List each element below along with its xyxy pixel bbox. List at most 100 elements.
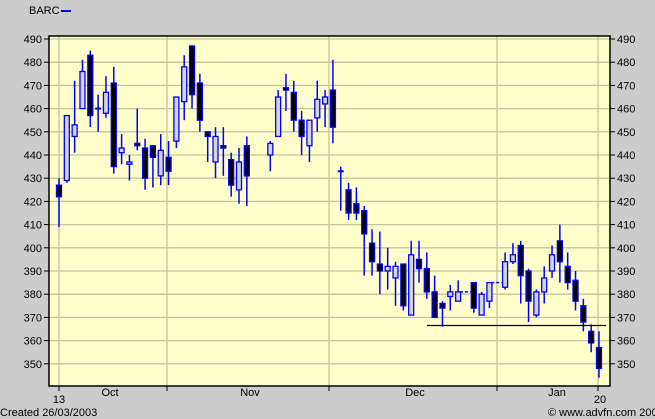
candle-body — [376, 263, 384, 272]
y-tick-label: 420 — [617, 196, 635, 208]
candle — [282, 73, 290, 111]
candle — [267, 141, 274, 172]
candle — [228, 152, 235, 197]
candle — [134, 108, 141, 151]
candle — [306, 119, 313, 162]
candle-body — [329, 89, 337, 128]
y-tick-label: 350 — [24, 359, 42, 371]
candle-body — [243, 145, 250, 177]
candle — [384, 247, 391, 290]
candle-body — [525, 270, 532, 302]
candle — [509, 243, 517, 265]
candle — [126, 155, 133, 181]
candle — [345, 182, 352, 220]
candle — [157, 134, 164, 186]
candle-body — [282, 87, 290, 91]
created-date: Created 26/03/2003 — [0, 407, 98, 419]
candle — [118, 134, 125, 165]
y-tick-label: 410 — [24, 220, 42, 232]
candle — [55, 178, 63, 227]
candle — [110, 66, 117, 174]
y-tick-label: 480 — [617, 57, 635, 69]
candle-body — [165, 156, 172, 172]
y-tick-label: 360 — [617, 336, 635, 348]
candle — [556, 224, 564, 283]
candle-body — [157, 149, 164, 177]
candle-body — [149, 145, 157, 158]
candle-body — [423, 268, 430, 293]
candle — [548, 245, 556, 278]
candle — [415, 240, 423, 283]
candle — [181, 55, 188, 121]
y-tick-label: 400 — [24, 243, 42, 255]
candle-body — [454, 291, 462, 302]
candle-body — [501, 261, 509, 288]
candle-body — [63, 114, 70, 182]
candle — [595, 331, 603, 378]
x-tick-label: Oct — [101, 387, 118, 399]
candle-body — [345, 189, 352, 214]
candle-body — [290, 91, 297, 121]
y-tick-label: 400 — [617, 243, 635, 255]
candle-body — [447, 291, 454, 298]
y-tick-label: 450 — [617, 127, 635, 139]
candle-body — [204, 131, 211, 138]
candle — [376, 231, 384, 295]
candle — [329, 59, 337, 144]
candle-body — [321, 96, 329, 105]
candle-body — [580, 305, 587, 323]
candle-body — [79, 70, 86, 110]
y-tick-label: 360 — [24, 336, 42, 348]
candle-body — [572, 279, 579, 302]
candle-body — [533, 291, 540, 316]
candle-body — [595, 346, 603, 370]
candle-body — [220, 145, 227, 149]
candle — [87, 50, 94, 128]
y-tick-label: 440 — [24, 150, 42, 162]
x-tick-label: 13 — [53, 394, 65, 406]
y-axis-left: 350 360 370 380 390 400 410 420 430 440 450 460 470 4… — [24, 34, 49, 371]
y-tick-label: 350 — [617, 359, 635, 371]
candle — [165, 141, 172, 186]
x-tick-label: Jan — [548, 387, 566, 399]
copyright: © www.advfn.com 2001 — [548, 407, 655, 419]
candle-body — [306, 119, 313, 147]
y-tick-label: 430 — [24, 173, 42, 185]
candle-body — [392, 265, 399, 279]
candle-body — [408, 254, 415, 316]
candle-body — [400, 263, 407, 307]
candle — [204, 131, 211, 162]
candle-body — [110, 82, 117, 168]
candle — [470, 281, 477, 313]
candle — [447, 284, 454, 311]
candle — [95, 94, 102, 132]
candle — [525, 268, 532, 323]
candle-body — [541, 277, 548, 293]
y-tick-label: 390 — [617, 266, 635, 278]
y-tick-label: 370 — [617, 312, 635, 324]
y-tick-label: 460 — [617, 104, 635, 116]
candle — [149, 145, 157, 188]
y-tick-label: 460 — [24, 104, 42, 116]
candle-body — [267, 142, 274, 156]
candle — [572, 271, 579, 311]
candle-body — [141, 147, 149, 179]
candle — [533, 289, 540, 318]
candle — [501, 252, 509, 290]
candle — [173, 96, 180, 149]
candle — [368, 229, 376, 276]
candle-body — [361, 210, 368, 235]
y-axis-right: 350 360 370 380 390 400 410 420 430 440 450 460 470 4… — [610, 34, 635, 371]
y-tick-label: 430 — [617, 173, 635, 185]
candle — [274, 90, 282, 138]
candle-body — [188, 45, 196, 96]
candle-body — [196, 82, 204, 121]
candle-body — [564, 265, 571, 284]
candle — [486, 281, 493, 309]
y-tick-label: 470 — [617, 80, 635, 92]
candle-body — [298, 119, 305, 138]
legend-label: BARC — [29, 5, 60, 17]
candle-body — [228, 158, 235, 186]
y-tick-label: 390 — [24, 266, 42, 278]
candle — [321, 90, 329, 128]
